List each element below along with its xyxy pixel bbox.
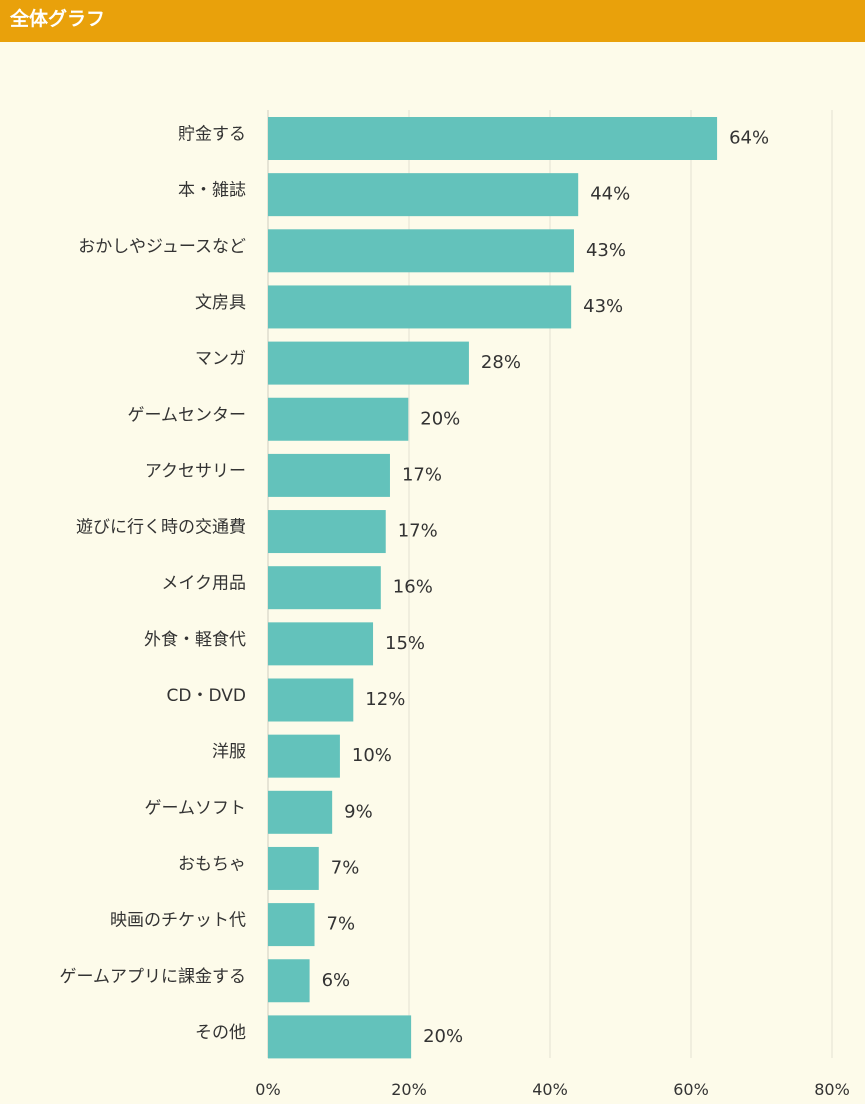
value-label: 16%	[393, 577, 433, 598]
category-label: ゲームセンター	[128, 405, 247, 425]
category-label: CD・DVD	[167, 686, 246, 706]
bar	[268, 734, 340, 778]
x-tick-label: 80%	[814, 1080, 850, 1099]
value-label: 6%	[322, 970, 351, 991]
x-tick-label: 60%	[673, 1080, 709, 1099]
value-label: 9%	[344, 801, 373, 822]
value-label: 28%	[481, 352, 521, 373]
value-label: 43%	[583, 296, 623, 317]
bar	[268, 846, 319, 890]
bar	[268, 566, 381, 610]
x-tick-label: 0%	[255, 1080, 280, 1099]
value-label: 17%	[402, 464, 442, 485]
bar	[268, 790, 333, 834]
category-label: 映画のチケット代	[110, 911, 246, 931]
value-label: 15%	[385, 633, 425, 654]
category-label: メイク用品	[161, 574, 246, 594]
x-tick-label: 20%	[391, 1080, 427, 1099]
value-label: 44%	[590, 184, 630, 205]
bar	[268, 622, 374, 666]
value-label: 17%	[398, 521, 438, 542]
value-label: 12%	[365, 689, 405, 710]
value-label: 64%	[729, 128, 769, 149]
bar	[268, 229, 574, 273]
header-title: 全体グラフ	[10, 8, 106, 30]
bar	[268, 117, 718, 160]
category-label: その他	[195, 1023, 246, 1043]
category-label: アクセサリー	[145, 461, 246, 481]
value-label: 43%	[586, 240, 626, 261]
bar	[268, 1015, 412, 1059]
category-label: マンガ	[195, 349, 246, 369]
bar	[268, 903, 315, 947]
category-label: 文房具	[195, 293, 246, 313]
bar	[268, 341, 469, 385]
category-label: 外食・軽食代	[144, 630, 246, 650]
value-label: 7%	[331, 857, 360, 878]
category-label: ゲームソフト	[145, 798, 247, 818]
bar	[268, 173, 579, 217]
category-label: 遊びに行く時の交通費	[76, 518, 246, 538]
bars	[268, 117, 718, 1059]
bar	[268, 510, 386, 554]
category-label: 貯金する	[178, 125, 246, 145]
value-label: 7%	[327, 914, 356, 935]
bar	[268, 285, 572, 329]
category-label: 本・雑誌	[178, 181, 246, 201]
labels: 0% 20% 40% 60% 80% 貯金する 64% 本・雑誌 44% おかしやジュースなど 43…	[60, 125, 850, 1100]
category-label: 洋服	[212, 742, 246, 762]
chart-area: 0% 20% 40% 60% 80% 貯金する 64% 本・雑誌 44% おかしやジュースなど 43…	[0, 42, 865, 1104]
bar	[268, 453, 390, 497]
bar	[268, 678, 354, 722]
value-label: 20%	[423, 1026, 463, 1047]
category-label: おかしやジュースなど	[78, 237, 246, 257]
bar-chart: 0% 20% 40% 60% 80% 貯金する 64% 本・雑誌 44% おかしやジュースなど 43…	[60, 110, 850, 1100]
bar	[268, 959, 310, 1003]
category-label: ゲームアプリに課金する	[60, 967, 247, 987]
value-label: 20%	[420, 408, 460, 429]
bar	[268, 397, 409, 441]
chart-header: 全体グラフ	[0, 0, 865, 42]
value-label: 10%	[352, 745, 392, 766]
x-tick-label: 40%	[532, 1080, 568, 1099]
category-label: おもちゃ	[178, 854, 246, 874]
